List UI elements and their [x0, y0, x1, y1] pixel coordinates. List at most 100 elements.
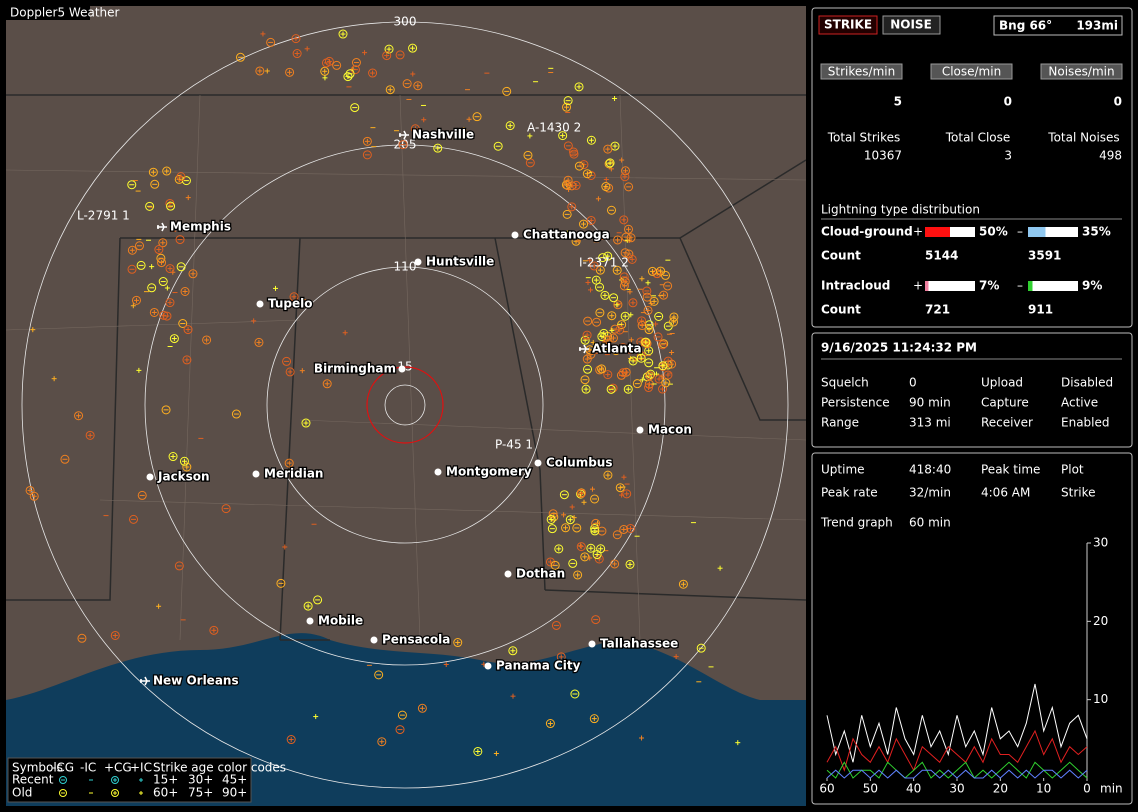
noise-button[interactable]: [882, 15, 941, 35]
strike-ring: [472, 112, 482, 122]
strike-ring: [661, 378, 671, 388]
strike-ring: [74, 411, 84, 421]
legend-age: 90+: [222, 786, 247, 800]
legend-text: Strike age color codes: [153, 761, 286, 775]
y-tick-label: 20: [1093, 614, 1108, 628]
strike: [600, 290, 610, 300]
strike-ring: [549, 512, 559, 522]
strike: [580, 552, 590, 562]
strike-ring: [569, 147, 579, 157]
strike: [321, 58, 331, 68]
strike-ring: [576, 489, 586, 499]
trend-line: [826, 729, 1088, 772]
strike-ring: [398, 140, 408, 150]
strike-ring: [180, 286, 190, 296]
total-value: 498: [1099, 149, 1122, 163]
strike: [603, 470, 613, 480]
strike: [582, 169, 592, 179]
strike-ring: [570, 689, 580, 699]
strike: [589, 714, 599, 724]
strike-ring: [597, 364, 607, 374]
strike-ring: [596, 544, 606, 554]
legend-symbol: [59, 776, 67, 784]
strike: [505, 121, 515, 131]
strike: [169, 334, 179, 344]
strike: [569, 147, 579, 157]
strike-ring: [148, 167, 158, 177]
strike-ring: [609, 293, 619, 303]
strike: [573, 570, 583, 580]
strike-ring: [179, 456, 189, 466]
strike: [668, 317, 678, 327]
strike: [632, 379, 642, 389]
strike: [25, 485, 35, 495]
strike-ring: [644, 346, 654, 356]
strike: [619, 281, 629, 291]
state-border: [679, 159, 806, 239]
storm-marker: L-2791 1: [77, 209, 130, 223]
strike-ring: [313, 595, 323, 605]
strike-ring: [608, 383, 618, 393]
strike: [260, 31, 266, 37]
strike-ring: [402, 79, 412, 89]
strike: [183, 325, 193, 335]
strike: [164, 285, 170, 291]
strike: [351, 58, 361, 68]
strike-ring: [619, 524, 629, 534]
strike: [374, 670, 384, 680]
city-label: Columbus: [546, 456, 613, 470]
strike-ring: [663, 281, 673, 291]
close-ring: [366, 366, 444, 444]
strike-ring: [320, 66, 330, 76]
legend-symbol: [111, 789, 119, 797]
strike: [578, 543, 584, 549]
strike-ring: [576, 488, 586, 498]
strike-ring: [620, 172, 630, 182]
strike-ring: [696, 643, 706, 653]
strike: [597, 364, 607, 374]
strike-ring: [603, 335, 613, 345]
legend-symbol: [59, 789, 67, 797]
strike-ring: [395, 725, 405, 735]
strike: [180, 286, 190, 296]
strike-ring: [678, 579, 688, 589]
city-dot: [511, 231, 519, 239]
strike-ring: [626, 233, 636, 243]
strike-ring: [619, 215, 629, 225]
setting: 313 mi: [909, 416, 951, 430]
strike: [166, 201, 176, 211]
strike-ring: [592, 317, 602, 327]
county-line: [6, 319, 301, 331]
strike-ring: [659, 339, 669, 349]
strike: [624, 249, 634, 259]
strike-button[interactable]: [818, 15, 878, 35]
strike: [149, 307, 159, 317]
city-dot: [252, 470, 260, 478]
sign: +: [913, 225, 923, 239]
setting: Persistence: [821, 396, 890, 410]
strike: [619, 157, 625, 163]
strike-ring: [165, 264, 175, 274]
strike: [362, 50, 368, 56]
strike-ring: [559, 490, 569, 500]
strike: [408, 43, 418, 53]
stat: Strike: [1061, 486, 1096, 500]
strike: [473, 746, 483, 756]
strike: [590, 339, 596, 345]
strike-ring: [162, 166, 172, 176]
strike-ring: [343, 72, 353, 82]
strike: [609, 293, 619, 303]
map-legend: Symbols-CG -IC +CG+IC Strike age color code…: [7, 757, 286, 803]
strike-ring: [548, 509, 558, 519]
strike: [591, 615, 601, 625]
strike: [610, 324, 620, 334]
strike: [570, 689, 580, 699]
strike-ring: [623, 384, 633, 394]
strike: [645, 371, 655, 381]
strike-ring: [625, 559, 635, 569]
strike-ring: [576, 542, 586, 552]
legend-text: Recent: [12, 773, 54, 787]
strike-ring: [580, 375, 590, 385]
strike-ring: [591, 615, 601, 625]
